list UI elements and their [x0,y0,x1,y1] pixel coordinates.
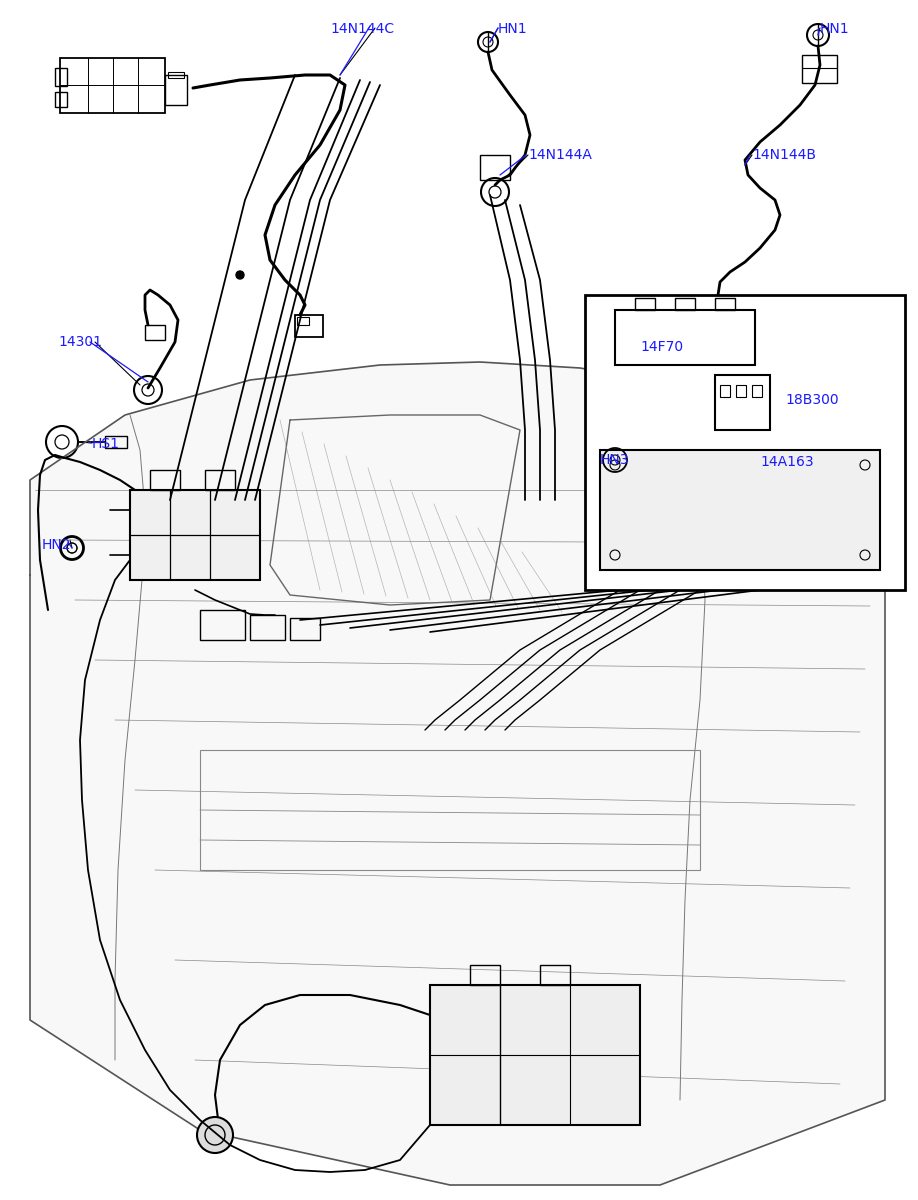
Circle shape [197,1117,233,1153]
Bar [250,614,285,640]
Bar [585,295,905,590]
Bar [630,580,652,602]
Bar [752,385,762,397]
Text: 14A163: 14A163 [760,455,813,469]
Bar [55,68,67,86]
Bar [652,646,674,668]
Bar [430,985,640,1126]
Text: HN1: HN1 [820,22,850,36]
Bar [60,58,165,113]
Text: 14N144C: 14N144C [330,22,394,36]
Bar [480,155,510,180]
Bar [630,624,652,646]
Bar [145,325,165,340]
Text: 18B300: 18B300 [785,392,839,407]
Bar [297,317,309,325]
Bar [696,646,718,668]
Bar [736,385,746,397]
Bar [718,580,740,602]
Bar [168,72,184,78]
Text: HN3: HN3 [600,452,630,467]
Text: scuderia: scuderia [280,571,761,668]
Text: HN2: HN2 [42,538,72,552]
Bar [718,668,740,690]
Bar [295,314,323,337]
Circle shape [236,271,244,278]
Bar [105,436,127,448]
Bar [600,450,880,570]
Bar [696,602,718,624]
Polygon shape [30,362,885,1186]
Text: 14N144B: 14N144B [752,148,816,162]
Bar [635,298,655,310]
Bar [715,298,735,310]
Bar [674,624,696,646]
Bar [470,965,500,985]
Bar [630,668,652,690]
Text: HN1: HN1 [498,22,528,36]
Bar [200,610,245,640]
Bar [652,602,674,624]
Bar [615,310,755,365]
Bar [290,618,320,640]
Text: 14N144A: 14N144A [528,148,592,162]
Bar [802,55,837,83]
Bar [165,74,187,104]
Text: 14301: 14301 [58,335,102,349]
Text: HS1: HS1 [92,437,120,451]
Bar [715,374,770,430]
Bar [674,668,696,690]
Bar [205,470,235,490]
Bar [674,580,696,602]
Bar [130,490,260,580]
Bar [720,385,730,397]
Bar [675,298,695,310]
Text: 14F70: 14F70 [640,340,683,354]
Bar [718,624,740,646]
Bar [55,92,67,107]
Bar [200,750,700,870]
Bar [540,965,570,985]
Bar [150,470,180,490]
